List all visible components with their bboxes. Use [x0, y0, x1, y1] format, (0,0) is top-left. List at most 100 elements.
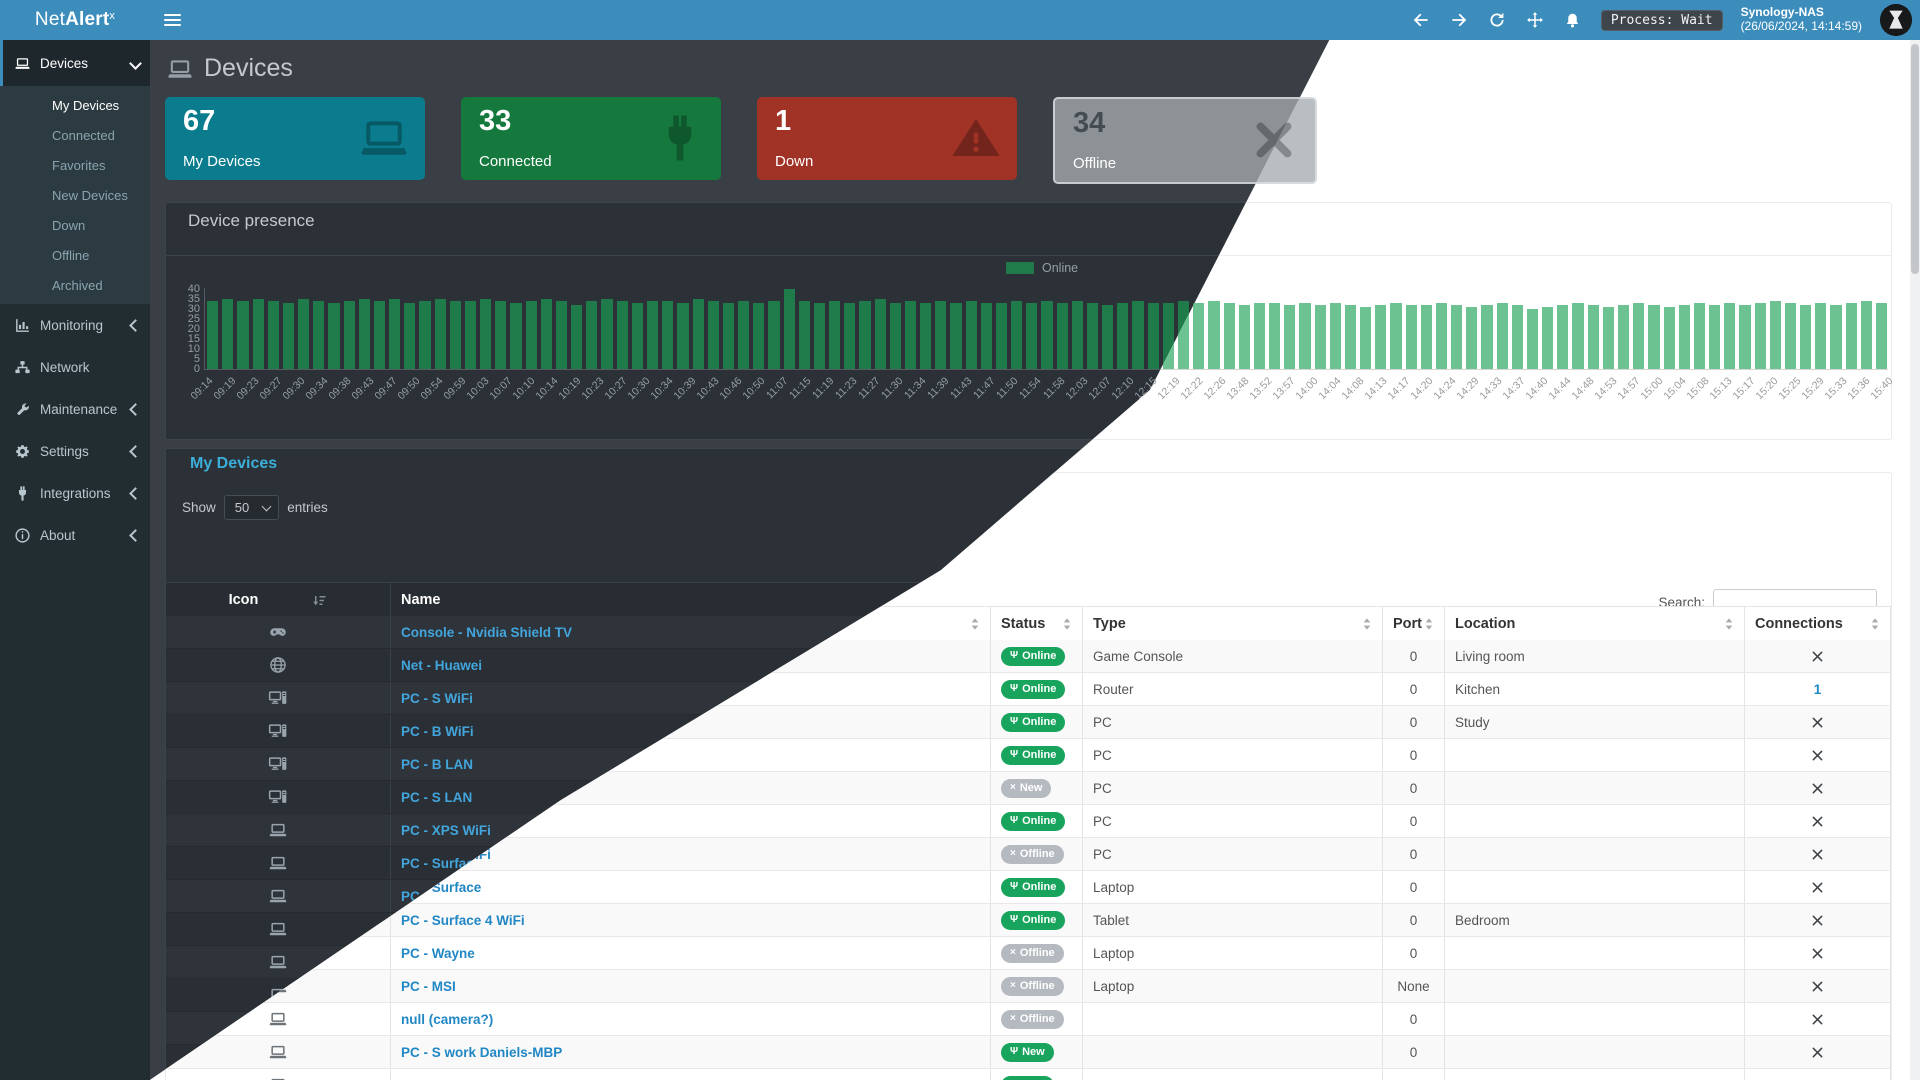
- entries-select[interactable]: 50: [223, 495, 280, 520]
- delete-connection-icon[interactable]: [1810, 847, 1825, 862]
- column-header-type[interactable]: Type: [1083, 607, 1383, 641]
- refresh-icon[interactable]: [1487, 10, 1507, 30]
- column-header-connections[interactable]: Connections: [1745, 607, 1891, 641]
- sidebar-item-new-devices[interactable]: New Devices: [52, 187, 128, 203]
- device-name-link[interactable]: Net - Huawei: [401, 657, 483, 673]
- device-name-link[interactable]: PC - MSI: [401, 978, 456, 994]
- sidebar-item-monitoring[interactable]: Monitoring: [0, 304, 150, 346]
- sidebar-item-my-devices[interactable]: My Devices: [52, 97, 120, 113]
- plug-icon: Ψ: [1010, 650, 1019, 661]
- sidebar-item-settings[interactable]: Settings: [0, 430, 150, 472]
- device-name-link[interactable]: PC - S work Daniels-MBP: [401, 1044, 563, 1060]
- sidebar-item-favorites[interactable]: Favorites: [52, 157, 106, 173]
- delete-connection-icon[interactable]: [1810, 1045, 1825, 1060]
- plug-icon: Ψ: [1010, 881, 1019, 892]
- chart-bar: [1678, 305, 1690, 369]
- sidebar-item-about[interactable]: About: [0, 514, 150, 556]
- delete-connection-icon[interactable]: [1810, 1012, 1825, 1027]
- card-my-devices[interactable]: 67 My Devices: [165, 97, 425, 180]
- chart-bar: [464, 301, 477, 369]
- delete-connection-icon[interactable]: [1810, 715, 1825, 730]
- chart-bar: [874, 299, 886, 369]
- sidebar-item-maintenance[interactable]: Maintenance: [0, 388, 150, 430]
- device-port: 0: [1383, 1003, 1445, 1035]
- table-row[interactable]: PC - MSI ×Offline Laptop None: [166, 970, 1891, 1003]
- delete-connection-icon[interactable]: [1810, 781, 1825, 796]
- device-name-link[interactable]: PC - S LAN: [401, 789, 473, 805]
- sidebar-item-network[interactable]: Network: [0, 346, 150, 388]
- sidebar-item-label: Settings: [40, 443, 89, 459]
- sidebar-item-integrations[interactable]: Integrations: [0, 472, 150, 514]
- column-header-port[interactable]: Port: [1383, 607, 1445, 641]
- connections-count-link[interactable]: 1: [1813, 681, 1822, 697]
- device-name-link[interactable]: PC - B WiFi: [401, 723, 474, 739]
- column-header-status[interactable]: Status: [991, 607, 1083, 641]
- delete-connection-icon[interactable]: [1810, 979, 1825, 994]
- device-name-link[interactable]: PC - B LAN: [401, 756, 473, 772]
- x-icon: ×: [1010, 947, 1016, 958]
- chart-bar: [1208, 301, 1220, 369]
- column-header-label: Name: [401, 592, 441, 608]
- chart-bar: [1360, 307, 1372, 369]
- column-header-icon[interactable]: Icon: [166, 583, 391, 617]
- chart-bar: [677, 303, 689, 369]
- device-name-link[interactable]: PC - S WiFi: [401, 690, 473, 706]
- nav-forward-icon[interactable]: [1449, 10, 1469, 30]
- device-name-link[interactable]: PC - XPS WiFi: [401, 822, 491, 838]
- sidebar-item-offline[interactable]: Offline: [52, 247, 90, 263]
- search-label: Search:: [1658, 594, 1705, 610]
- sidebar-item-down[interactable]: Down: [52, 217, 86, 233]
- chart-bar: [1162, 303, 1174, 369]
- delete-connection-icon[interactable]: [1810, 649, 1825, 664]
- delete-connection-icon[interactable]: [1810, 814, 1825, 829]
- sidebar-item-archived[interactable]: Archived: [52, 277, 103, 293]
- user-avatar[interactable]: [1880, 4, 1912, 36]
- device-name-link[interactable]: Console - Nvidia Shield TV: [401, 624, 573, 640]
- device-location: Bedroom: [1445, 904, 1745, 936]
- device-name-link[interactable]: PC - Surface: [401, 855, 482, 871]
- sidebar-submenu: My Devices Connected Favorites New Devices D…: [0, 86, 150, 304]
- scrollbar[interactable]: [1910, 40, 1920, 1080]
- device-name-link[interactable]: raspberrypi (IP match): [401, 1078, 544, 1080]
- device-name-link[interactable]: PC - Surface 4 WiFi: [401, 912, 525, 928]
- laptop-icon: [268, 952, 288, 972]
- delete-connection-icon[interactable]: [1810, 880, 1825, 895]
- sidebar-item-devices[interactable]: Devices: [0, 40, 150, 86]
- card-down[interactable]: 1 Down: [757, 97, 1017, 180]
- move-icon[interactable]: [1525, 10, 1545, 30]
- chart-bar: [646, 301, 659, 369]
- sidebar-item-connected[interactable]: Connected: [52, 127, 115, 143]
- show-label: Show: [182, 500, 216, 515]
- device-name-link[interactable]: null (camera?): [401, 1011, 494, 1027]
- delete-connection-icon[interactable]: [1810, 946, 1825, 961]
- bell-icon[interactable]: [1563, 10, 1583, 30]
- device-location: [1445, 871, 1745, 903]
- delete-connection-icon[interactable]: [1810, 913, 1825, 928]
- plug-icon: [14, 485, 31, 502]
- desktop-icon: [268, 688, 288, 708]
- chart-bar: [1466, 307, 1478, 369]
- page-size-control: Show 50 entries: [182, 495, 328, 520]
- device-type: PC: [1083, 739, 1383, 771]
- table-row[interactable]: PC - Wayne ×Offline Laptop 0: [166, 937, 1891, 970]
- column-header-location[interactable]: Location: [1445, 607, 1745, 641]
- scrollbar-thumb[interactable]: [1911, 44, 1919, 274]
- card-connected[interactable]: 33 Connected: [461, 97, 721, 180]
- delete-connection-icon[interactable]: [1810, 748, 1825, 763]
- chevron-left-icon: [129, 528, 142, 542]
- wrench-icon: [14, 401, 31, 418]
- chart-bar: [1451, 305, 1463, 369]
- nav-back-icon[interactable]: [1411, 10, 1431, 30]
- chart-bar: [889, 303, 901, 369]
- device-name-link[interactable]: PC - Wayne: [401, 945, 475, 961]
- table-row[interactable]: null (camera?) ×Offline 0: [166, 1003, 1891, 1036]
- chart-legend[interactable]: Online: [1006, 261, 1078, 275]
- sidebar-toggle-button[interactable]: [150, 0, 194, 40]
- y-tick-label: 25: [187, 313, 200, 325]
